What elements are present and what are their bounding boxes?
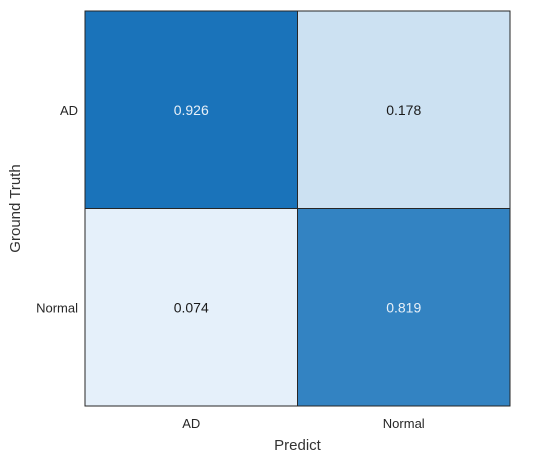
y-tick-label-1: Normal: [36, 300, 78, 315]
matrix-cell-1-1: [297, 208, 511, 407]
matrix-cell-0-1: [297, 10, 511, 209]
cell-value-label-1-0: 0.074: [174, 299, 209, 315]
matrix-cell-1-0: [84, 208, 298, 407]
cell-value-label-1-1: 0.819: [386, 299, 421, 315]
cell-value-label-0-1: 0.178: [386, 102, 421, 118]
cell-value-label-0-0: 0.926: [174, 102, 209, 118]
x-tick-labels-group: AD Normal: [182, 416, 425, 431]
matrix-cell-0-0: [84, 10, 298, 209]
y-axis-label: Ground Truth: [7, 164, 24, 252]
x-tick-label-1: Normal: [383, 416, 425, 431]
y-tick-label-0: AD: [60, 103, 78, 118]
cells-group: [84, 10, 511, 407]
x-tick-label-0: AD: [182, 416, 200, 431]
x-axis-label: Predict: [274, 437, 322, 454]
plot-frame: [84, 10, 511, 407]
y-tick-labels-group: AD Normal: [36, 103, 78, 316]
cell-labels-group: 0.926 0.178 0.074 0.819: [174, 102, 422, 316]
